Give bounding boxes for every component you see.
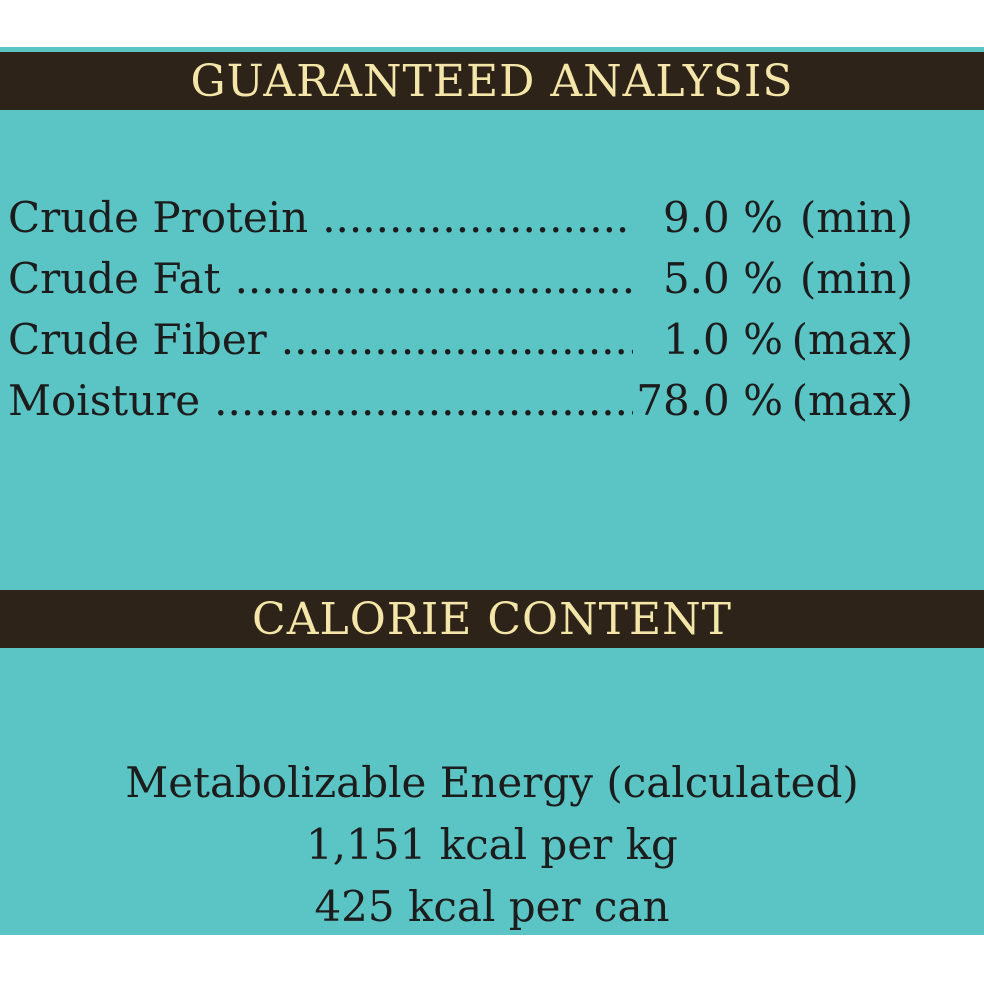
analysis-row: Moisture 78.0 % (max) (8, 376, 913, 437)
calorie-content-heading: CALORIE CONTENT (252, 593, 732, 645)
energy-method-line: Metabolizable Energy (calculated) (125, 758, 859, 807)
nutrient-qualifier: (max) (791, 315, 913, 364)
calorie-content-body: Metabolizable Energy (calculated) 1,151 … (0, 752, 984, 938)
nutrient-amount: 5.0 % (662, 254, 783, 303)
nutrient-name: Crude Fat (8, 254, 221, 303)
kcal-per-can-line: 425 kcal per can (314, 882, 670, 931)
nutrient-amount: 9.0 % (662, 193, 783, 242)
analysis-row: Crude Fiber 1.0 % (max) (8, 315, 913, 376)
kcal-per-kg-line: 1,151 kcal per kg (306, 820, 678, 869)
nutrient-amount: 1.0 % (662, 315, 783, 364)
analysis-row: Crude Fat 5.0 % (min) (8, 254, 913, 315)
dot-leader (235, 254, 633, 303)
guaranteed-analysis-banner: GUARANTEED ANALYSIS (0, 52, 984, 110)
analysis-table: Crude Protein 9.0 % (min) Crude Fat 5.0 … (8, 193, 913, 437)
nutrient-qualifier: (min) (799, 193, 913, 242)
dot-leader (281, 315, 633, 364)
dot-leader (214, 376, 633, 425)
nutrient-name: Crude Protein (8, 193, 309, 242)
nutrient-name: Moisture (8, 376, 201, 425)
guaranteed-analysis-heading: GUARANTEED ANALYSIS (190, 55, 794, 107)
nutrient-qualifier: (max) (791, 376, 913, 425)
nutrient-amount: 78.0 % (636, 376, 783, 425)
calorie-content-banner: CALORIE CONTENT (0, 590, 984, 648)
analysis-row: Crude Protein 9.0 % (min) (8, 193, 913, 254)
nutrient-qualifier: (min) (799, 254, 913, 303)
dot-leader (322, 193, 633, 242)
nutrient-name: Crude Fiber (8, 315, 267, 364)
